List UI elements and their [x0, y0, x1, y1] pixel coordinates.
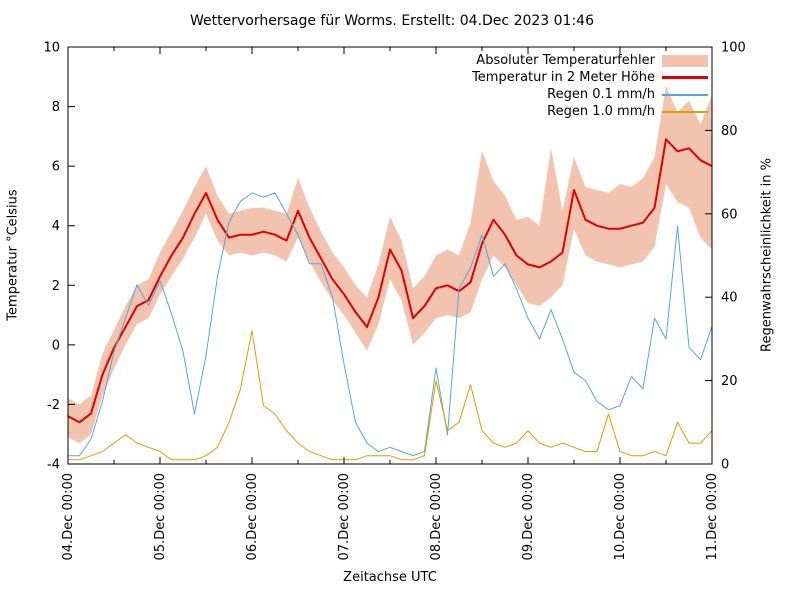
svg-text:20: 20: [721, 374, 738, 389]
svg-text:0: 0: [52, 338, 60, 353]
legend-label: Regen 0.1 mm/h: [547, 87, 655, 102]
svg-text:09.Dec 00:00: 09.Dec 00:00: [521, 473, 536, 560]
svg-text:100: 100: [721, 41, 746, 56]
chart-title: Wettervorhersage für Worms. Erstellt: 04…: [189, 13, 594, 29]
legend-item-temperature: Temperatur in 2 Meter Höhe: [472, 69, 708, 86]
svg-text:-2: -2: [47, 398, 60, 413]
legend-item-rain-10: Regen 1.0 mm/h: [472, 103, 708, 120]
svg-text:10: 10: [43, 41, 60, 56]
svg-text:08.Dec 00:00: 08.Dec 00:00: [429, 473, 444, 560]
legend-sample-rain-01-line: [662, 93, 708, 96]
svg-text:0: 0: [721, 458, 729, 473]
svg-text:05.Dec 00:00: 05.Dec 00:00: [153, 473, 168, 560]
svg-text:80: 80: [721, 124, 738, 139]
svg-text:06.Dec 00:00: 06.Dec 00:00: [245, 473, 260, 560]
svg-text:11.Dec 00:00: 11.Dec 00:00: [705, 473, 720, 560]
legend-label: Regen 1.0 mm/h: [547, 104, 655, 119]
legend-sample-rain-10-line: [662, 110, 708, 113]
legend-label: Absoluter Temperaturfehler: [476, 53, 655, 68]
svg-text:10.Dec 00:00: 10.Dec 00:00: [613, 473, 628, 560]
svg-text:4: 4: [52, 219, 60, 234]
legend-item-temperature-error: Absoluter Temperaturfehler: [472, 52, 708, 69]
x-axis-label: Zeitachse UTC: [343, 570, 437, 585]
svg-text:-4: -4: [47, 458, 60, 473]
svg-text:40: 40: [721, 291, 738, 306]
legend-label: Temperatur in 2 Meter Höhe: [472, 70, 655, 85]
legend-sample-temperature-line: [662, 76, 708, 79]
svg-text:60: 60: [721, 207, 738, 222]
legend-sample-band: [662, 54, 708, 67]
chart-legend: Absoluter Temperaturfehler Temperatur in…: [472, 52, 708, 120]
svg-text:07.Dec 00:00: 07.Dec 00:00: [337, 473, 352, 560]
svg-text:04.Dec 00:00: 04.Dec 00:00: [61, 473, 76, 560]
legend-item-rain-01: Regen 0.1 mm/h: [472, 86, 708, 103]
svg-text:8: 8: [52, 100, 60, 115]
svg-text:2: 2: [52, 279, 60, 294]
svg-text:6: 6: [52, 160, 60, 175]
